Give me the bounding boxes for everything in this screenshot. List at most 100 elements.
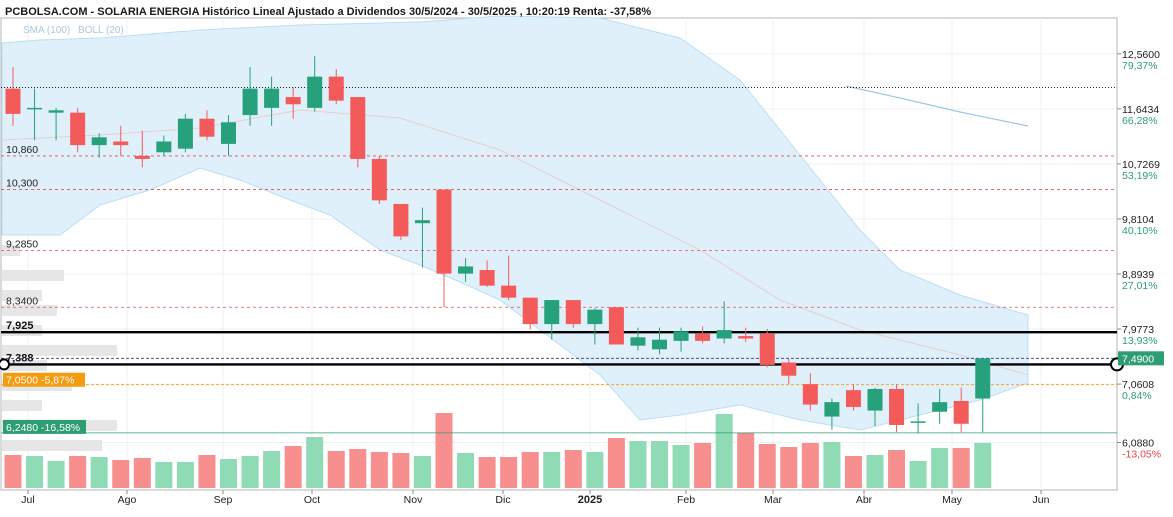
candle-body [932, 402, 948, 412]
x-tick-label: Sep [214, 494, 233, 506]
candle-body [501, 285, 517, 298]
y-tick-percent: 66,28% [1122, 115, 1158, 127]
level-label: 7,388 [6, 352, 34, 364]
candle-body [802, 384, 818, 405]
volume-bar [370, 452, 388, 488]
volume-bar [133, 458, 151, 488]
sma-line [845, 85, 1029, 127]
candle-body [307, 76, 323, 108]
y-tick-percent: 27,01% [1122, 280, 1158, 292]
volume-bar [844, 456, 862, 488]
candle-body [436, 189, 452, 274]
level-label: 10,300 [6, 178, 38, 190]
min-level-tag-label: 6,2480 -16,58% [6, 422, 80, 434]
candle-body [673, 331, 689, 341]
x-tick-label: Nov [404, 494, 423, 506]
y-tick-label: 8,8939 [1122, 269, 1154, 281]
candle-body [889, 388, 905, 425]
x-tick-label: Ago [118, 494, 137, 506]
volume-bar [823, 442, 841, 488]
candle-body [910, 421, 926, 423]
y-tick-percent: 13,93% [1122, 335, 1158, 347]
candle-body [479, 270, 495, 286]
x-tick-label: Mar [764, 494, 783, 506]
volume-profile-bar [2, 290, 42, 301]
candle-body [5, 88, 21, 114]
x-tick-label: Jun [1033, 494, 1050, 506]
candle-body [738, 336, 754, 339]
candle-body [695, 333, 711, 341]
candle-body [652, 339, 667, 350]
candle-body [371, 158, 387, 201]
candle-body [242, 88, 258, 116]
y-tick-percent: -13,05% [1122, 449, 1161, 461]
candle-body [867, 388, 883, 411]
volume-profile-bar [2, 305, 57, 316]
candle-body [328, 76, 344, 101]
level-tags: 7,0500 -5,87% 6,2480 -16,58% 7,4900 [3, 351, 1164, 434]
volume-bar [629, 441, 647, 488]
y-tick-percent: 40,10% [1122, 225, 1158, 237]
x-tick-label: Feb [677, 494, 695, 506]
volume-bar [327, 451, 345, 488]
volume-bar [952, 448, 970, 488]
candle-body [199, 118, 215, 137]
reference-tag [3, 372, 85, 387]
volume-profile-bar [2, 345, 117, 356]
volume-bar [413, 456, 431, 488]
volume-bar [47, 461, 65, 488]
volume-bar [651, 441, 668, 488]
volume-profile-bar [2, 440, 102, 451]
candle-body [953, 400, 969, 424]
volume-bar [176, 462, 194, 488]
candle-body [48, 110, 64, 113]
volume-bar [931, 448, 949, 488]
candle-body [975, 358, 991, 399]
candle-body [544, 300, 560, 325]
volume-bar [564, 450, 582, 488]
volume-bar [90, 457, 108, 488]
candle-body [824, 402, 840, 417]
y-tick-label: 10,7269 [1122, 159, 1160, 171]
y-tick-percent: 79,37% [1122, 60, 1158, 72]
candle-body [393, 203, 409, 237]
volume-bar [155, 462, 173, 488]
volume-bar [349, 449, 367, 488]
candle-body [781, 362, 797, 376]
candle-body [350, 97, 366, 159]
volume-bar [392, 453, 410, 488]
volume-bar [866, 455, 884, 488]
y-tick-label: 12,5600 [1122, 49, 1160, 61]
candle-body [27, 107, 43, 110]
y-tick-label: 6,0880 [1122, 438, 1154, 450]
volume-profile-bar [2, 245, 20, 256]
legend-boll: BOLL (20) [78, 25, 124, 36]
last-price-tag [1118, 351, 1164, 366]
volume-bar [715, 414, 733, 488]
volume-bar [974, 443, 992, 488]
y-tick-label: 7,0608 [1122, 379, 1154, 391]
volume-bar [435, 413, 453, 488]
x-tick-label: 2025 [578, 494, 602, 506]
level-label: 9,2850 [6, 239, 38, 251]
volume-bar [500, 457, 518, 488]
y-tick-label: 11,6434 [1122, 104, 1159, 116]
candle-body [845, 390, 861, 407]
volume-bar [4, 455, 22, 488]
volume-bar [478, 457, 496, 488]
volume-bar [780, 447, 798, 488]
candle-body [458, 266, 474, 274]
y-tick-percent: 53,19% [1122, 170, 1158, 182]
volume-bar [586, 452, 604, 488]
volume-bar [306, 437, 324, 488]
candle-body [113, 141, 129, 146]
volume-bar [694, 443, 712, 488]
volume-bar [888, 450, 906, 488]
volume-bar [909, 461, 927, 488]
x-tick-label: May [942, 494, 963, 506]
volume-bar [672, 445, 690, 488]
volume-profile-bar [2, 325, 42, 336]
y-tick-percent: 0,84% [1122, 390, 1152, 402]
